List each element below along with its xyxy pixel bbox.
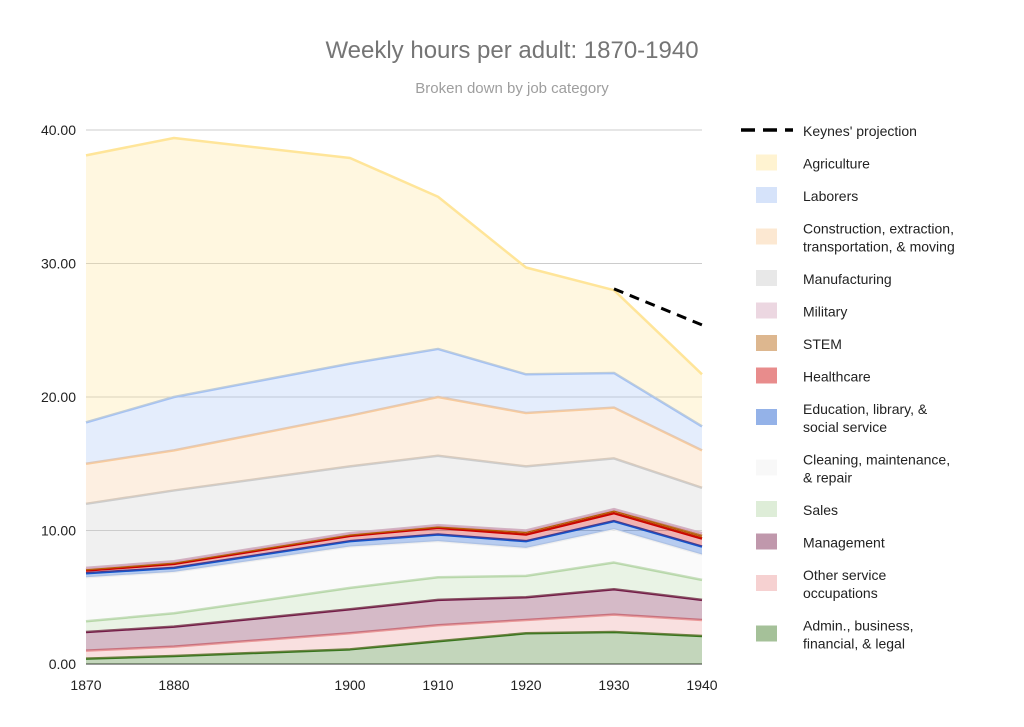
x-tick-label: 1930 <box>598 677 629 693</box>
area-line-management <box>85 587 703 634</box>
legend-swatch <box>756 302 777 319</box>
legend-item-management: Management <box>756 533 885 551</box>
area-line-stem <box>85 509 703 571</box>
y-tick-label: 30.00 <box>41 256 76 272</box>
legend: Keynes' projection Agriculture Laborers Con… <box>741 123 955 652</box>
area-line-cleaning-maintenance-repair <box>85 527 703 579</box>
legend-item-cleaning-maintenance-repair: Cleaning, maintenance, & repair <box>756 452 950 486</box>
legend-item-military: Military <box>756 302 847 320</box>
area-line-other-service-occupations <box>85 613 703 652</box>
gridlines <box>86 129 702 665</box>
area-agriculture <box>86 138 702 427</box>
x-tick-label: 1910 <box>422 677 453 693</box>
legend-swatch <box>756 575 777 591</box>
legend-label: Keynes' projection <box>803 123 917 139</box>
y-axis-tick-labels: 0.00 10.00 20.00 30.00 40.00 <box>41 122 76 672</box>
legend-item-manufacturing: Manufacturing <box>756 270 892 287</box>
legend-label: Agriculture <box>803 156 870 172</box>
legend-item-agriculture: Agriculture <box>756 154 870 172</box>
legend-label: Manufacturing <box>803 271 892 287</box>
legend-label: STEM <box>803 336 842 352</box>
y-tick-label: 10.00 <box>41 523 76 539</box>
legend-swatch <box>756 367 777 384</box>
legend-swatch <box>756 625 777 642</box>
area-laborers <box>86 348 702 464</box>
legend-label: Admin., business, financial, & legal <box>803 618 914 652</box>
legend-label: Education, library, & social service <box>803 401 928 435</box>
area-education-library-social-service <box>86 521 702 578</box>
x-tick-label: 1920 <box>510 677 541 693</box>
legend-swatch <box>756 501 777 517</box>
area-admin-business-financial-legal <box>86 631 702 664</box>
legend-label: Military <box>803 304 847 320</box>
area-line-sales <box>85 561 703 623</box>
legend-swatch <box>756 409 777 425</box>
legend-swatch <box>756 335 777 351</box>
legend-swatch <box>756 187 777 203</box>
legend-swatch <box>756 459 777 476</box>
area-healthcare <box>86 513 702 574</box>
area-line-construction-extraction-transportation-moving <box>85 395 703 465</box>
area-cleaning-maintenance-repair <box>86 529 702 622</box>
legend-swatch <box>756 154 777 171</box>
area-other-service-occupations <box>86 614 702 659</box>
area-line-military <box>85 507 703 570</box>
legend-item-sales: Sales <box>756 501 838 518</box>
area-series-group <box>85 136 703 664</box>
legend-label: Healthcare <box>803 369 871 385</box>
area-line-admin-business-financial-legal <box>85 630 703 660</box>
y-tick-label: 40.00 <box>41 122 76 138</box>
area-management <box>86 589 702 651</box>
area-line-laborers <box>85 347 703 428</box>
area-line-healthcare <box>85 511 703 572</box>
x-tick-label: 1940 <box>686 677 717 693</box>
legend-swatch <box>756 228 777 245</box>
area-manufacturing <box>86 455 702 568</box>
y-tick-label: 20.00 <box>41 389 76 405</box>
area-construction-extraction-transportation-moving <box>86 397 702 504</box>
legend-item-laborers: Laborers <box>756 187 858 204</box>
area-line-manufacturing <box>85 454 703 506</box>
legend-item-keynes-projection: Keynes' projection <box>741 123 917 139</box>
legend-label: Construction, extraction, transportation,… <box>803 221 955 255</box>
legend-label: Management <box>803 535 885 551</box>
chart-title: Weekly hours per adult: 1870-1940 <box>325 37 698 64</box>
legend-swatch <box>756 533 777 550</box>
legend-item-stem: STEM <box>756 335 842 352</box>
chart-subtitle: Broken down by job category <box>415 80 609 97</box>
legend-label: Laborers <box>803 188 858 204</box>
legend-item-healthcare: Healthcare <box>756 367 871 385</box>
area-line-education-library-social-service <box>85 519 703 575</box>
legend-item-education-library-social-service: Education, library, & social service <box>756 401 928 435</box>
legend-swatch <box>756 270 777 286</box>
legend-label: Sales <box>803 502 838 518</box>
x-tick-label: 1870 <box>70 677 101 693</box>
x-tick-label: 1900 <box>334 677 365 693</box>
x-tick-label: 1880 <box>158 677 189 693</box>
legend-label: Other service occupations <box>803 567 886 601</box>
legend-item-other-service-occupations: Other service occupations <box>756 567 886 601</box>
area-sales <box>86 562 702 632</box>
legend-label: Cleaning, maintenance, & repair <box>803 452 950 486</box>
legend-item-admin-business-financial-legal: Admin., business, financial, & legal <box>756 618 914 652</box>
y-tick-label: 0.00 <box>49 656 76 672</box>
x-axis-tick-labels: 1870 1880 1900 1910 1920 1930 1940 <box>70 677 717 693</box>
legend-item-construction-extraction-transportation-moving: Construction, extraction, transportation,… <box>756 221 955 255</box>
